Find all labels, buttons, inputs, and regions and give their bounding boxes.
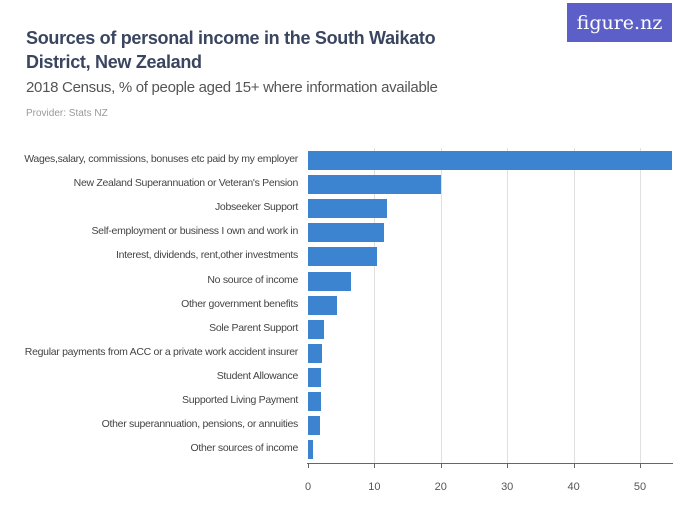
bar [308,343,322,363]
x-tick [507,463,509,468]
x-tick-label: 0 [304,481,312,493]
gridline [374,148,376,463]
category-label: Regular payments from ACC or a private w… [24,345,299,358]
category-label: Other sources of income [190,442,299,455]
gridline [440,148,442,463]
figure-nz-logo[interactable]: figure.nz [567,3,672,42]
bar [308,247,378,267]
x-tick-label: 50 [633,481,647,493]
category-label: No source of income [207,273,298,286]
gridline [507,148,509,463]
x-tick [374,463,376,468]
x-tick [640,463,641,468]
x-tick-label: 10 [368,481,381,493]
bar [308,440,314,460]
bar [308,223,384,243]
x-tick [573,463,575,468]
category-label: Other government benefits [181,297,298,310]
x-tick-label: 20 [434,481,447,493]
category-label: Supported Living Payment [182,394,298,406]
x-tick-label: 30 [501,481,514,493]
bar [308,175,441,195]
bar [308,416,320,436]
category-label: Interest, dividends, rent,other investme… [115,249,298,262]
category-label: Wages,salary, commissions, bonuses etc p… [24,153,298,165]
gridline [640,148,641,463]
gridline [573,148,575,463]
x-tick [440,463,442,468]
provider-label: Provider: Stats NZ [26,108,108,119]
category-label: Self-employment or business I own and wo… [91,225,298,238]
chart-title: Sources of personal income in the South … [26,28,436,72]
category-label: Other superannuation, pensions, or annui… [101,418,299,431]
x-axis [307,463,673,464]
category-label: New Zealand Superannuation or Veteran's … [73,177,299,190]
category-label: Jobseeker Support [214,201,298,214]
bar [308,392,321,411]
bar [308,271,352,291]
x-tick-label: 40 [567,481,580,493]
bar [308,295,338,315]
bar [308,199,388,219]
category-label: Sole Parent Support [209,321,298,334]
chart-subtitle: 2018 Census, % of people aged 15+ where … [26,79,438,96]
bar [308,367,322,387]
bar [308,151,672,170]
category-label: Student Allowance [216,369,299,382]
x-tick [308,463,309,468]
bar [308,319,324,339]
